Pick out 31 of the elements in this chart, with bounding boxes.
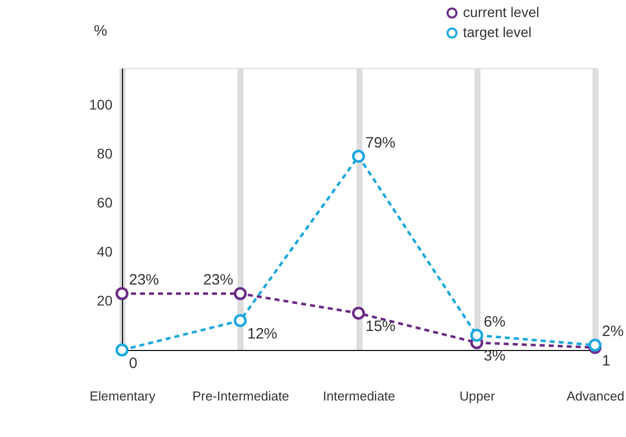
y-tick-label: 60 (96, 194, 113, 210)
data-label: 1 (602, 352, 610, 370)
point (352, 150, 365, 163)
point (352, 306, 365, 320)
data-label: 79% (366, 134, 396, 152)
point (234, 314, 247, 328)
y-tick-label: 40 (96, 243, 113, 260)
legend-label: target level (463, 24, 532, 40)
point (234, 287, 247, 300)
data-label: 0 (129, 355, 138, 372)
data-label: 6% (484, 313, 506, 330)
y-tick-label: 100 (89, 96, 113, 112)
x-tick-label: Upper (460, 388, 496, 404)
y-tick-label: 20 (96, 292, 113, 308)
data-label: 23% (203, 272, 234, 289)
x-tick-label: Pre-Intermediate (192, 388, 290, 404)
point (116, 287, 128, 300)
point (470, 328, 484, 342)
x-tick-label: Intermediate (322, 388, 396, 404)
legend-label: current level (463, 4, 540, 20)
data-label: 23% (129, 272, 160, 289)
y-tick-label: 80 (96, 145, 113, 162)
data-label: 3% (484, 348, 506, 365)
x-tick-label: Advanced (566, 388, 624, 404)
point (116, 344, 128, 356)
data-label: 12% (247, 326, 278, 343)
data-label: 15% (366, 318, 396, 336)
x-tick-label: Elementary (90, 388, 156, 404)
data-label: 2% (602, 323, 624, 340)
y-axis-title: % (94, 22, 108, 40)
point (588, 338, 602, 352)
